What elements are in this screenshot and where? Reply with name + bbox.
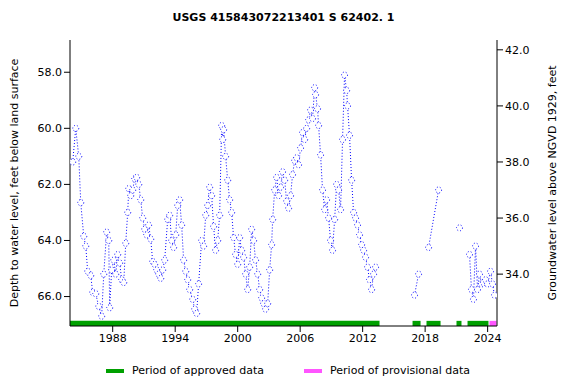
svg-text:66.0: 66.0 (38, 290, 63, 303)
svg-text:42.0: 42.0 (505, 44, 530, 57)
svg-text:1988: 1988 (99, 332, 127, 345)
svg-text:58.0: 58.0 (38, 66, 63, 79)
html-text:Groundwater level above NGVD 1: Groundwater level above NGVD 1929, feet (546, 65, 559, 301)
svg-text:2018: 2018 (411, 332, 439, 345)
svg-text:1994: 1994 (161, 332, 189, 345)
svg-text:64.0: 64.0 (38, 234, 63, 247)
html-text:USGS 415843072213401 S 62402.: USGS 415843072213401 S 62402. 1 (172, 11, 395, 24)
svg-text:40.0: 40.0 (505, 100, 530, 113)
svg-text:34.0: 34.0 (505, 268, 530, 281)
svg-text:2000: 2000 (224, 332, 252, 345)
html-text:Period of provisional data: Period of provisional data (330, 364, 471, 377)
html-text:Period of approved data: Period of approved data (131, 364, 265, 377)
svg-text:2024: 2024 (474, 332, 502, 345)
svg-text:36.0: 36.0 (505, 212, 530, 225)
svg-text:2012: 2012 (349, 332, 377, 345)
html-text:Depth to water level, feet bel: Depth to water level, feet below land su… (8, 58, 21, 308)
svg-text:38.0: 38.0 (505, 156, 530, 169)
svg-text:2006: 2006 (286, 332, 314, 345)
svg-text:62.0: 62.0 (38, 178, 63, 191)
svg-text:60.0: 60.0 (38, 122, 63, 135)
